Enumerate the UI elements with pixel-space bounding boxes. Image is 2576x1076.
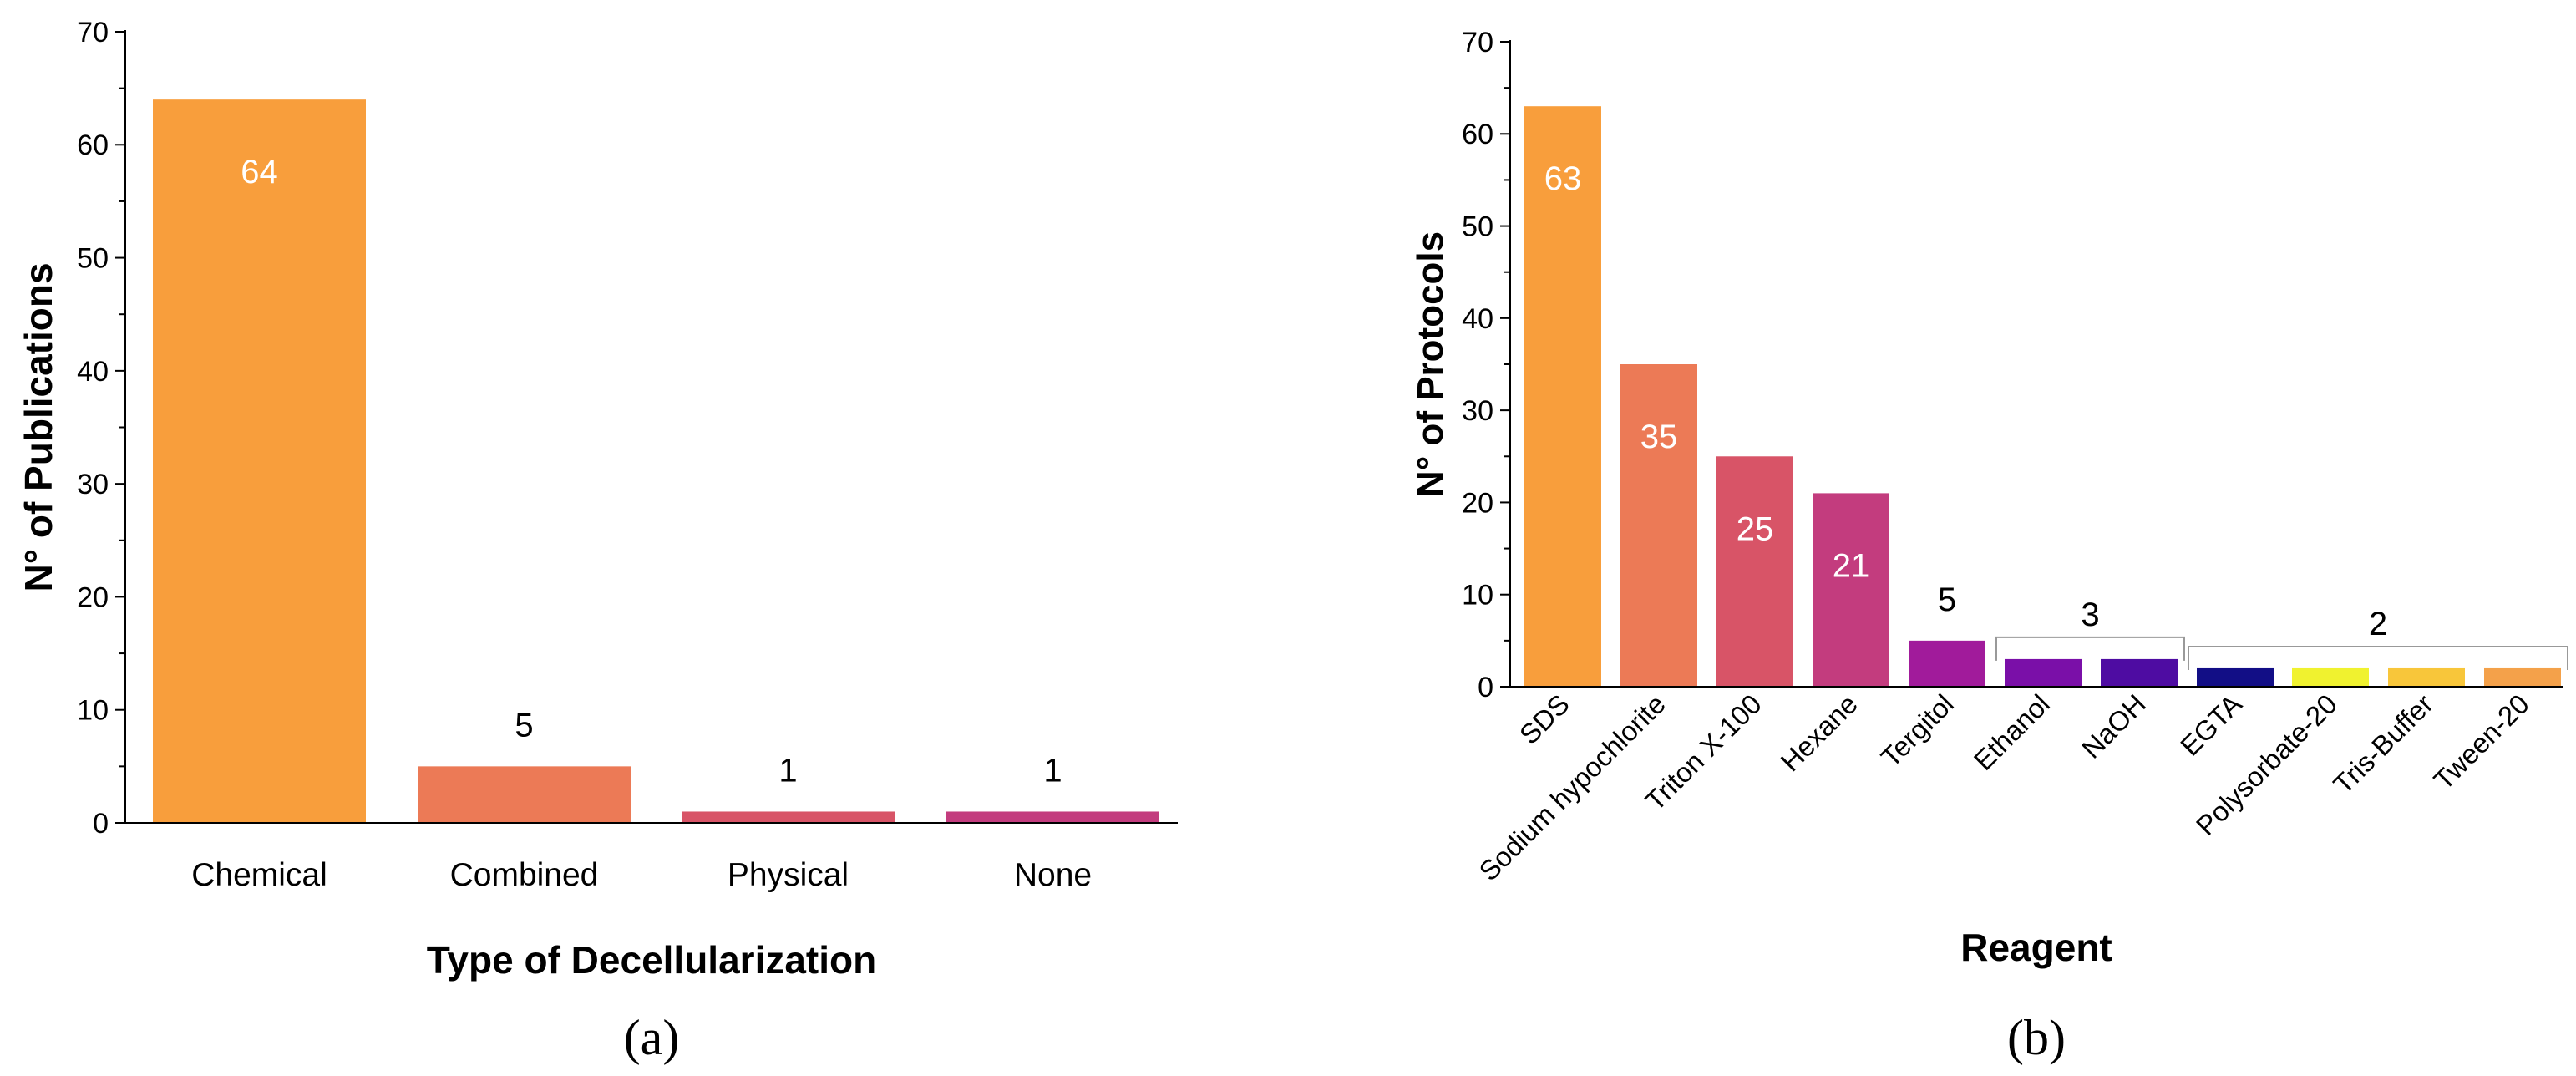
- y-tick-label: 40: [1462, 303, 1493, 335]
- bar-tween-20: [2484, 667, 2561, 687]
- y-tick-label: 70: [1462, 27, 1493, 58]
- x-category-label: Tris-Buffer: [2327, 688, 2439, 800]
- y-tick-label: 50: [77, 242, 109, 274]
- bar-tergitol: [1909, 640, 1985, 687]
- x-category-label: EGTA: [2174, 688, 2248, 762]
- bar-physical: [682, 811, 895, 823]
- bar-chemical: [153, 99, 366, 823]
- x-category-label: Combined: [450, 857, 599, 893]
- bar-tris-buffer: [2388, 667, 2465, 687]
- bar-value-label: 1: [1043, 752, 1062, 789]
- bar-none: [946, 811, 1159, 823]
- bar-sds: [1524, 106, 1601, 687]
- x-category-label: None: [1014, 857, 1092, 893]
- x-category-label: Sodium hypochlorite: [1473, 688, 1671, 887]
- x-category-label: Hexane: [1774, 688, 1864, 778]
- x-axis-title: Reagent: [1960, 926, 2112, 969]
- bar-polysorbate-20: [2292, 667, 2369, 687]
- y-tick-label: 10: [1462, 580, 1493, 612]
- x-category-label: Physical: [728, 857, 849, 893]
- bar-egta: [2197, 667, 2274, 687]
- x-category-label: NaOH: [2076, 688, 2152, 764]
- bar-naoh: [2101, 658, 2178, 687]
- y-axis-title: N° of Protocols: [1410, 231, 1451, 497]
- bar-value-label: 5: [1938, 581, 1956, 618]
- bar-triton-x-100: [1716, 456, 1793, 687]
- x-category-label: SDS: [1514, 688, 1575, 750]
- group-bracket: [1995, 636, 2185, 661]
- y-tick-label: 40: [77, 356, 109, 388]
- y-axis-title: N° of Publications: [17, 262, 60, 591]
- bar-value-label: 35: [1640, 419, 1678, 455]
- bar-value-label: 1: [778, 752, 797, 789]
- bar-value-label: 21: [1833, 547, 1870, 584]
- bar-value-label: 63: [1544, 160, 1582, 197]
- y-tick-label: 30: [1462, 395, 1493, 427]
- y-tick-label: 50: [1462, 211, 1493, 242]
- panel-label: (b): [2007, 1010, 2066, 1065]
- y-tick-label: 70: [77, 17, 109, 48]
- x-category-label: Tween-20: [2427, 688, 2535, 796]
- panel-label: (a): [624, 1010, 680, 1065]
- bar-hexane: [1813, 493, 1889, 687]
- bar-ethanol: [2005, 658, 2082, 687]
- x-category-label: Ethanol: [1968, 688, 2056, 776]
- group-bracket-label: 3: [2081, 596, 2099, 633]
- bar-combined: [418, 766, 631, 823]
- y-tick-label: 60: [77, 129, 109, 161]
- bar-value-label: 25: [1737, 510, 1774, 547]
- y-tick-label: 60: [1462, 119, 1493, 150]
- y-tick-label: 0: [93, 808, 109, 840]
- y-tick-label: 20: [77, 581, 109, 613]
- y-tick-label: 20: [1462, 487, 1493, 519]
- group-bracket: [2188, 645, 2568, 670]
- y-tick-label: 30: [77, 469, 109, 500]
- bar-sodium-hypochlorite: [1620, 364, 1697, 687]
- chart-panel-a: 0 10 20 30 40 50 60 70 Chemical Combined Physical N…: [17, 17, 1178, 1065]
- y-tick-label: 10: [77, 695, 109, 727]
- bar-value-label: 5: [515, 707, 533, 744]
- y-tick-label: 0: [1478, 672, 1493, 703]
- group-bracket-label: 2: [2369, 606, 2387, 642]
- x-category-label: Tergitol: [1875, 688, 1960, 773]
- x-axis-title: Type of Decellularization: [427, 938, 876, 982]
- x-category-label: Chemical: [191, 857, 327, 893]
- bar-value-label: 64: [241, 154, 278, 190]
